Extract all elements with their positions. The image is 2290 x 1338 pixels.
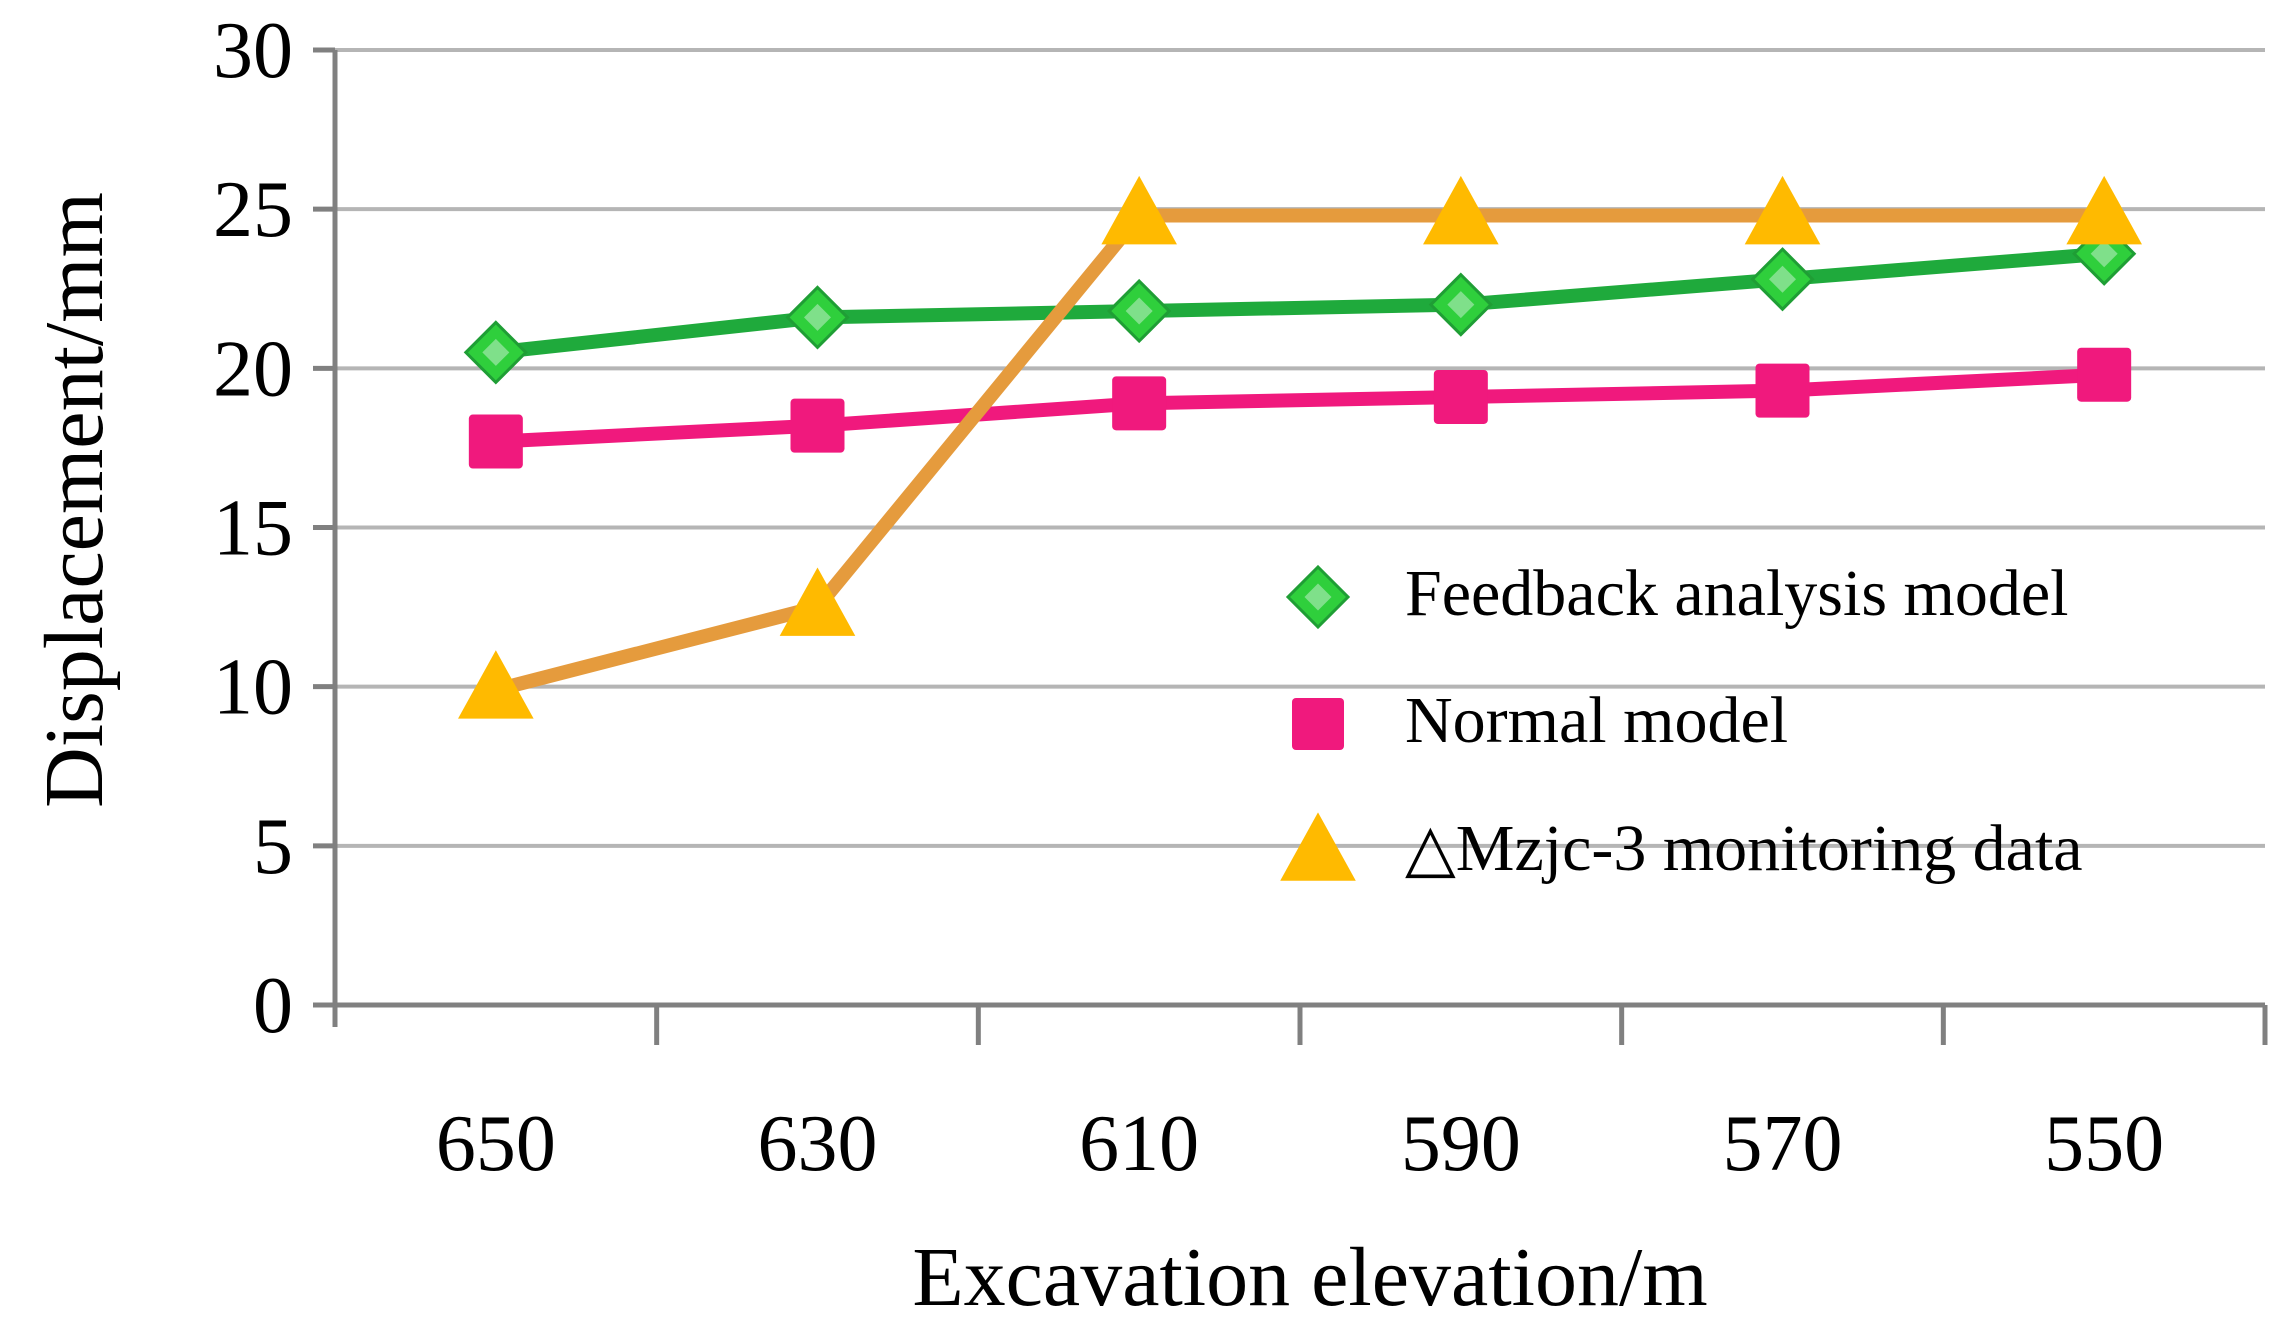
series-2-point-3 (1423, 175, 1499, 245)
series-line-1 (488, 367, 2112, 449)
series-layer (458, 175, 2142, 719)
series-0-point-1 (785, 285, 850, 350)
series-1-point-5 (2077, 347, 2132, 402)
series-0-point-2 (1107, 278, 1172, 344)
y-tick-label-30: 30 (213, 7, 293, 95)
series-0-point-5-inner (2090, 240, 2118, 268)
legend-marker-2 (1280, 812, 1356, 881)
series-0-point-2-inner (1125, 297, 1153, 325)
series-0-point-4-inner (1769, 265, 1796, 293)
y-tick-label-5: 5 (253, 803, 293, 891)
legend: Feedback analysis model Normal model △Mzjc… (1280, 557, 2083, 885)
series-1-point-4 (1755, 363, 1810, 418)
series-line-2 (488, 208, 2112, 697)
y-tick-label-15: 15 (213, 485, 293, 573)
x-axis-title: Excavation elevation/m (912, 1231, 1707, 1324)
y-tick-label-20: 20 (213, 325, 293, 413)
series-2-point-2 (1101, 175, 1177, 245)
legend-label-0: Feedback analysis model (1405, 557, 2068, 630)
y-tick-label-0: 0 (253, 962, 293, 1050)
series-2-point-5 (2066, 175, 2142, 245)
legend-marker-0-inner (1304, 583, 1332, 611)
series-0-point-3-inner (1447, 291, 1475, 319)
y-tick-label-25: 25 (213, 166, 293, 254)
series-1-point-2 (1112, 376, 1167, 431)
series-0-point-3 (1428, 272, 1493, 337)
series-2-point-1 (779, 567, 856, 636)
legend-marker-1 (1292, 698, 1344, 750)
series-1-point-1 (790, 398, 845, 453)
y-tick-label-10: 10 (213, 644, 293, 732)
x-tick-label-650: 650 (436, 1100, 556, 1188)
legend-label-1: Normal model (1405, 684, 1788, 757)
x-tick-label-550: 550 (2044, 1100, 2164, 1188)
series-0-point-4 (1750, 247, 1815, 312)
series-line-0 (488, 246, 2112, 360)
legend-marker-0 (1285, 564, 1351, 630)
series-0-point-0 (463, 320, 528, 385)
axes: 0 5 10 15 20 25 30 650 630 610 590 570 550 (213, 7, 2268, 1188)
series-0-point-0-inner (482, 338, 510, 366)
legend-label-2: △Mzjc-3 monitoring data (1405, 812, 2083, 885)
x-tick-label-610: 610 (1079, 1100, 1199, 1188)
x-tick-label-590: 590 (1401, 1100, 1521, 1188)
x-tick-label-570: 570 (1723, 1100, 1843, 1188)
series-2-point-0 (458, 650, 534, 719)
series-2-point-4 (1744, 175, 1821, 245)
y-axis-title: Displacement/mm (28, 192, 121, 808)
series-1-point-0 (468, 414, 523, 469)
series-1-point-3 (1433, 369, 1488, 424)
series-0-point-1-inner (804, 303, 831, 331)
x-tick-label-630: 630 (758, 1100, 878, 1188)
